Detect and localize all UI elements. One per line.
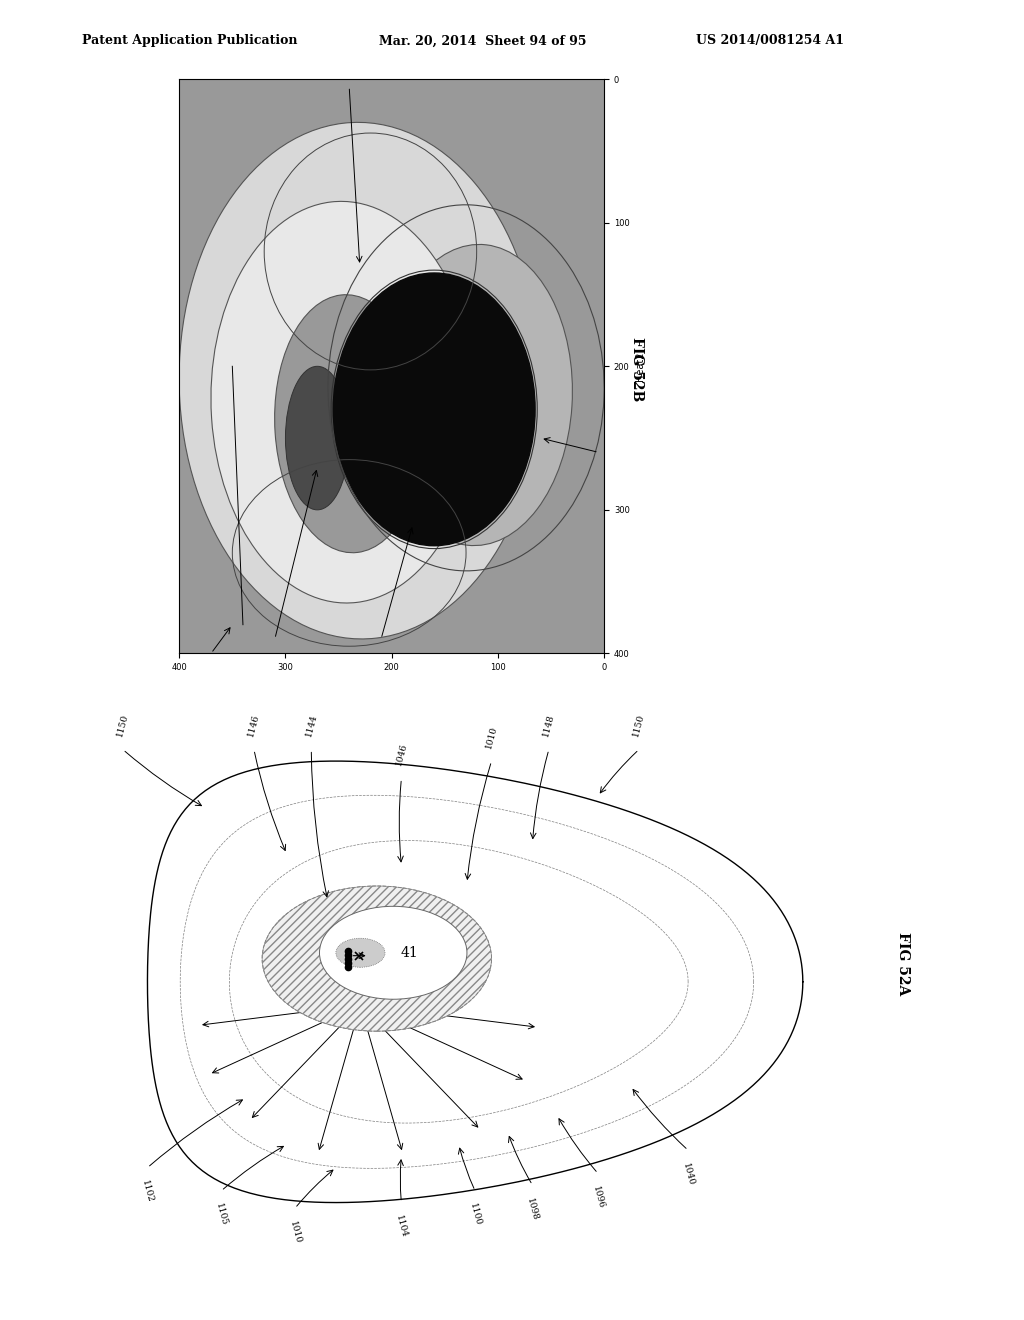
Text: 1104: 1104 xyxy=(394,1214,409,1238)
Ellipse shape xyxy=(319,907,467,999)
Text: 1010: 1010 xyxy=(484,725,499,750)
Text: US 2014/0081254 A1: US 2014/0081254 A1 xyxy=(696,34,845,48)
Text: FIG 52B: FIG 52B xyxy=(630,338,644,401)
Text: FIG 52A: FIG 52A xyxy=(896,932,910,995)
Text: 1010: 1010 xyxy=(288,1220,302,1245)
Ellipse shape xyxy=(274,294,424,553)
Circle shape xyxy=(333,273,536,545)
Text: 41: 41 xyxy=(400,945,419,960)
Ellipse shape xyxy=(381,244,572,545)
Ellipse shape xyxy=(262,886,492,1031)
Text: 1046: 1046 xyxy=(394,742,409,767)
Text: 1144: 1144 xyxy=(304,713,318,738)
Text: 1148: 1148 xyxy=(542,713,556,738)
Text: 1096: 1096 xyxy=(591,1185,605,1209)
Text: 1102: 1102 xyxy=(140,1179,155,1204)
Ellipse shape xyxy=(211,202,477,603)
Text: 1100: 1100 xyxy=(468,1203,482,1228)
Text: 1150: 1150 xyxy=(632,713,646,738)
Text: 1040: 1040 xyxy=(681,1162,695,1187)
Y-axis label: Heat2: Heat2 xyxy=(635,351,645,381)
Text: 1150: 1150 xyxy=(116,713,130,738)
Ellipse shape xyxy=(336,939,385,968)
Text: 1105: 1105 xyxy=(214,1203,228,1228)
Polygon shape xyxy=(147,762,803,1203)
Text: Mar. 20, 2014  Sheet 94 of 95: Mar. 20, 2014 Sheet 94 of 95 xyxy=(379,34,587,48)
Text: 1146: 1146 xyxy=(247,713,261,738)
Ellipse shape xyxy=(179,123,541,639)
Text: 1098: 1098 xyxy=(525,1197,540,1221)
Ellipse shape xyxy=(286,367,349,510)
Text: Patent Application Publication: Patent Application Publication xyxy=(82,34,297,48)
